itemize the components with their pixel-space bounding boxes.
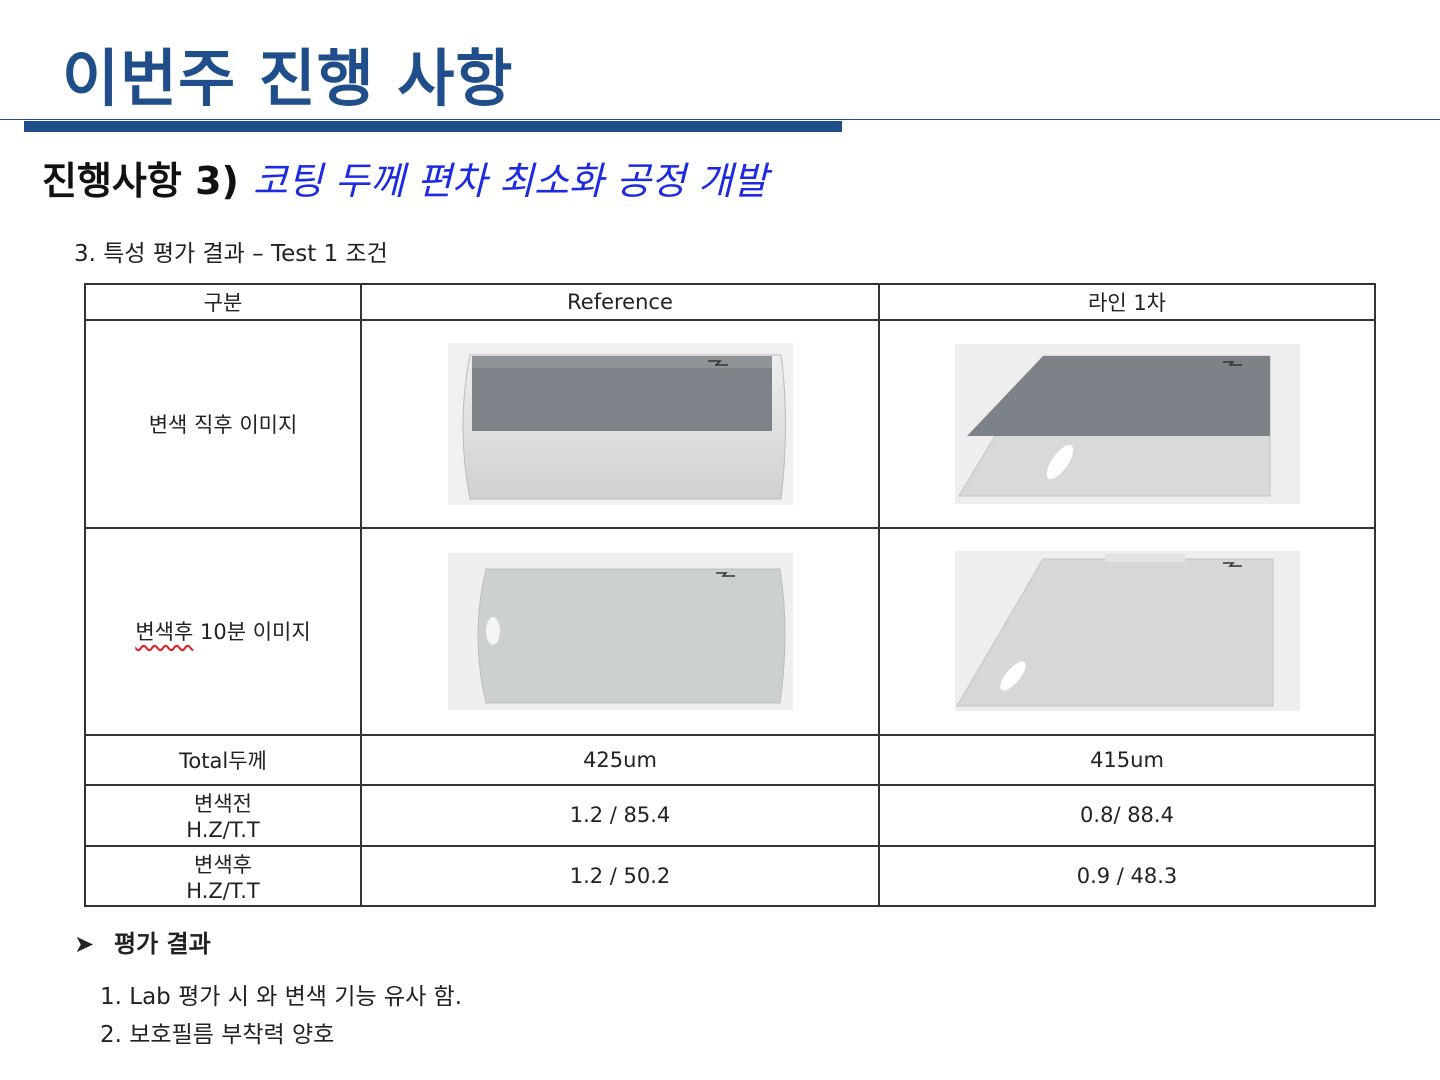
- line1-sample-photo-10min: [954, 551, 1300, 712]
- reference-after-value: 1.2 / 50.2: [360, 844, 880, 908]
- header-line1: 라인 1차: [878, 282, 1376, 322]
- row-label-total-thickness: Total두께: [84, 733, 362, 787]
- evaluation-item: 2. 보호필름 부착력 양호: [100, 1022, 335, 1048]
- evaluation-header-text: 평가 결과: [114, 930, 211, 958]
- results-table: 구분 Reference 라인 1차 변색 직후 이미지: [84, 282, 1376, 908]
- header-reference: Reference: [360, 282, 880, 322]
- table-row-total-thickness: Total두께 425um 415um: [84, 733, 1376, 787]
- cell-reference-image-10min: [360, 526, 880, 736]
- subtitle-topic: 코팅 두께 편차 최소화 공정 개발: [252, 159, 768, 203]
- header-category: 구분: [84, 282, 362, 322]
- section-label: 3. 특성 평가 결과 – Test 1 조건: [74, 241, 388, 267]
- cell-reference-image-after: [360, 319, 880, 529]
- table-row-before: 변색전 H.Z/T.T 1.2 / 85.4 0.8/ 88.4: [84, 784, 1376, 847]
- evaluation-list: 1. Lab 평가 시 와 변색 기능 유사 함. 2. 보호필름 부착력 양호: [100, 978, 462, 1054]
- page-title: 이번주 진행 사항: [62, 42, 514, 115]
- header-rule-thick: [24, 121, 842, 132]
- header-rule-thin: [0, 119, 1440, 120]
- row-label-image-10min-a: 변색후: [135, 620, 194, 645]
- row-label-after-line1: 변색후: [194, 852, 252, 877]
- table-row-after: 변색후 H.Z/T.T 1.2 / 50.2 0.9 / 48.3: [84, 844, 1376, 908]
- subtitle-lead: 진행사항 3): [42, 159, 239, 203]
- cell-line1-image-after: [878, 319, 1376, 529]
- line1-total-thickness: 415um: [878, 733, 1376, 787]
- evaluation-header: ➤ 평가 결과: [74, 924, 211, 959]
- row-label-before-line1: 변색전: [194, 792, 252, 817]
- line1-before-value: 0.8/ 88.4: [878, 784, 1376, 847]
- cell-line1-image-10min: [878, 526, 1376, 736]
- row-label-before-line2: H.Z/T.T: [186, 818, 260, 843]
- reference-sample-photo: [447, 342, 793, 505]
- evaluation-item: 1. Lab 평가 시 와 변색 기능 유사 함.: [100, 984, 463, 1010]
- table-header-row: 구분 Reference 라인 1차: [84, 282, 1376, 322]
- arrowhead-bullet-icon: ➤: [74, 930, 95, 958]
- reference-total-thickness: 425um: [360, 733, 880, 787]
- reference-before-value: 1.2 / 85.4: [360, 784, 880, 847]
- row-label-image-after: 변색 직후 이미지: [84, 319, 362, 529]
- reference-sample-photo-10min: [447, 552, 793, 710]
- row-label-after-line2: H.Z/T.T: [186, 878, 260, 903]
- row-label-before: 변색전 H.Z/T.T: [84, 784, 362, 847]
- line1-after-value: 0.9 / 48.3: [878, 844, 1376, 908]
- row-label-image-10min-b: 10분 이미지: [193, 620, 311, 645]
- table-row-image-after: 변색 직후 이미지: [84, 319, 1376, 529]
- row-label-after: 변색후 H.Z/T.T: [84, 844, 362, 908]
- line1-sample-photo: [954, 343, 1300, 504]
- row-label-image-10min: 변색후 10분 이미지: [84, 526, 362, 736]
- subtitle: 진행사항 3) 코팅 두께 편차 최소화 공정 개발: [42, 150, 768, 205]
- table-row-image-10min: 변색후 10분 이미지: [84, 526, 1376, 736]
